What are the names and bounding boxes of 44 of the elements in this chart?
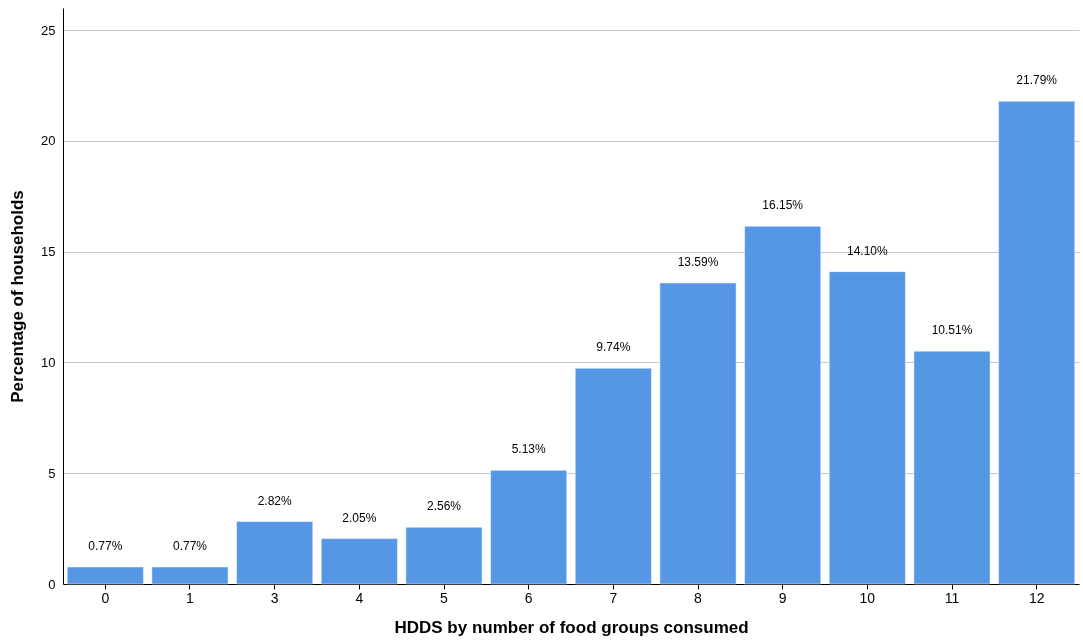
- y-tick-label: 5: [48, 465, 56, 481]
- y-tick-label: 10: [41, 354, 56, 370]
- x-axis-title: HDDS by number of food groups consumed: [394, 617, 749, 637]
- x-tick-label: 10: [859, 589, 876, 606]
- y-tick-label: 0: [48, 576, 56, 592]
- data-label: 10.51%: [931, 323, 973, 338]
- x-tick-label: 12: [1028, 589, 1045, 606]
- data-label: 9.74%: [596, 340, 631, 355]
- data-label: 2.82%: [257, 493, 293, 508]
- data-label: 2.05%: [342, 510, 377, 525]
- x-tick-label: 0: [101, 589, 110, 606]
- x-tick-label: 7: [609, 589, 618, 606]
- bar: [151, 566, 229, 585]
- x-tick-label: 9: [778, 589, 787, 606]
- bar: [66, 566, 144, 585]
- bar: [490, 470, 568, 585]
- x-tick-label: 3: [270, 589, 279, 606]
- x-tick-label: 6: [524, 589, 533, 606]
- bar: [659, 282, 737, 585]
- x-tick-label: 5: [440, 589, 449, 606]
- x-tick-label: 1: [186, 589, 195, 606]
- data-label: 5.13%: [511, 442, 547, 457]
- bar: [998, 101, 1076, 585]
- bar: [574, 367, 652, 585]
- data-label: 14.10%: [846, 243, 889, 258]
- bar: [320, 538, 398, 585]
- bar: [744, 225, 822, 585]
- bar: [405, 527, 483, 585]
- data-label: 0.77%: [172, 538, 208, 553]
- data-label: 2.56%: [426, 499, 462, 514]
- x-tick-label: 8: [694, 589, 703, 606]
- data-label: 16.15%: [762, 198, 804, 213]
- x-tick-label: 4: [355, 589, 364, 606]
- x-tick-label: 11: [944, 589, 960, 606]
- bar: [828, 271, 906, 585]
- y-tick-label: 20: [41, 133, 56, 149]
- y-axis-title: Percentage of households: [8, 190, 28, 403]
- bar: [236, 521, 314, 585]
- y-tick-label: 15: [41, 244, 56, 260]
- data-label: 0.77%: [88, 538, 123, 553]
- data-label: 13.59%: [677, 254, 719, 269]
- data-label: 21.79%: [1016, 73, 1058, 88]
- y-tick-label: 25: [41, 22, 56, 38]
- bar: [913, 350, 991, 585]
